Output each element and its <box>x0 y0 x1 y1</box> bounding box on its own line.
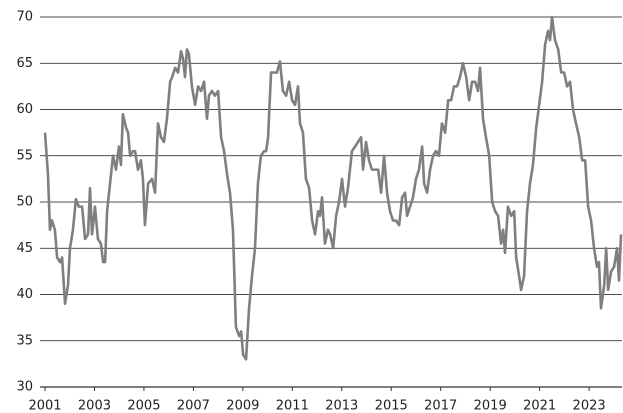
y-tick-label: 50 <box>16 195 33 210</box>
x-tick-label: 2007 <box>177 399 210 413</box>
x-tick-label: 2005 <box>127 399 160 413</box>
x-tick-label: 2017 <box>424 399 457 413</box>
data-line <box>43 15 623 361</box>
y-tick-label: 55 <box>16 148 33 163</box>
x-tick-label: 2015 <box>375 399 408 413</box>
y-tick-label: 60 <box>16 102 33 117</box>
y-tick-label: 35 <box>16 333 33 348</box>
x-tick-label: 2021 <box>523 399 556 413</box>
y-tick-label: 65 <box>16 56 33 71</box>
x-tick-label: 2009 <box>226 399 259 413</box>
y-tick-label: 45 <box>16 241 33 256</box>
y-tick-label: 40 <box>16 287 33 302</box>
x-tick-label: 2011 <box>276 399 309 413</box>
x-tick-label: 2023 <box>573 399 606 413</box>
x-tick-label: 2001 <box>28 399 61 413</box>
y-tick-label: 70 <box>16 10 33 25</box>
x-tick-label: 2003 <box>78 399 111 413</box>
y-tick-label: 30 <box>16 380 33 395</box>
x-tick-label: 2013 <box>325 399 358 413</box>
x-tick-label: 2019 <box>474 399 507 413</box>
